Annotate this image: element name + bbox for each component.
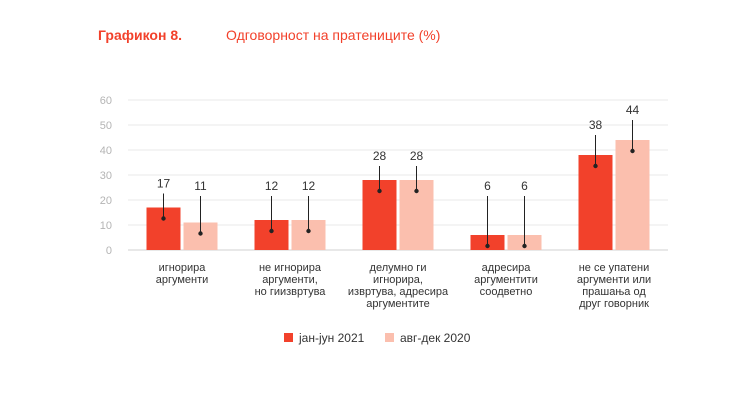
legend-label: јан-јун 2021 <box>298 331 365 345</box>
category-label-line: игнорира, <box>373 274 423 286</box>
data-label: 38 <box>589 118 603 132</box>
y-tick-label: 40 <box>100 145 112 157</box>
category-label-line: делумно ги <box>370 262 427 274</box>
y-tick-label: 60 <box>100 95 112 107</box>
data-label: 12 <box>265 179 279 193</box>
data-label: 44 <box>626 103 640 117</box>
category-label: игнорира аргументи <box>156 262 209 286</box>
category-label: не се упатени аргументи или прашања од друг… <box>577 262 651 310</box>
data-label: 17 <box>157 177 171 191</box>
y-tick-label: 10 <box>100 220 112 232</box>
legend-swatch <box>385 333 394 342</box>
data-label: 6 <box>521 179 528 193</box>
data-label: 6 <box>484 179 491 193</box>
category-label-line: не игнорира <box>259 262 322 274</box>
chart-title: Одговорност на пратениците (%) <box>226 27 441 43</box>
category-label-line: друг говорник <box>579 298 649 310</box>
leader-dot <box>485 243 490 249</box>
category-label-line: извртува, адресира <box>348 286 449 298</box>
y-tick-label: 50 <box>100 120 112 132</box>
bars <box>146 140 650 250</box>
leader-dot <box>414 188 419 194</box>
category-label-line: адресира <box>482 262 532 274</box>
leader-dot <box>630 148 635 154</box>
bar <box>615 140 650 250</box>
data-label: 11 <box>194 179 207 193</box>
category-label-line: не се упатени <box>579 262 650 274</box>
category-label: не игнорира аргументи, но гиизвртува <box>255 262 327 298</box>
category-label-line: игнорира <box>159 262 207 274</box>
leader-dot <box>269 228 274 234</box>
leader-dot <box>522 243 527 249</box>
leader-dot <box>593 163 598 169</box>
category-label-line: аргументити <box>474 274 538 286</box>
data-labels: 17 11 12 12 28 28 6 6 38 44 <box>157 103 640 249</box>
leader-dot <box>161 216 166 221</box>
legend: јан-јун 2021 авг-дек 2020 <box>284 331 471 345</box>
category-label-line: аргументи <box>156 274 209 286</box>
leader-dot <box>306 228 311 234</box>
bar <box>578 155 613 250</box>
category-label-line: аргументите <box>366 298 430 310</box>
y-tick-label: 20 <box>100 195 112 207</box>
y-tick-label: 30 <box>100 170 112 182</box>
category-label-line: прашања од <box>582 286 646 298</box>
category-label-line: соодветно <box>480 286 533 298</box>
category-label-line: аргументи, <box>262 274 318 286</box>
leader-dot <box>377 188 382 194</box>
grid-lines <box>128 99 668 251</box>
data-label: 12 <box>302 179 316 193</box>
data-label: 28 <box>373 149 387 163</box>
category-label: делумно ги игнорира, извртува, адресира арг… <box>348 262 449 310</box>
category-labels: игнорира аргументи не игнорира аргументи, но… <box>156 262 651 310</box>
y-tick-label: 0 <box>106 245 112 257</box>
category-label: адресира аргументити соодветно <box>474 262 538 298</box>
y-axis-ticks: 0 10 20 30 40 50 60 <box>100 95 112 257</box>
category-label-line: но гиизвртува <box>255 286 327 298</box>
figure-number: Графикон 8. <box>98 27 182 43</box>
data-label: 28 <box>410 149 424 163</box>
legend-swatch <box>284 333 293 342</box>
chart-header: Графикон 8. Одговорност на пратениците (%… <box>98 27 440 43</box>
category-label-line: аргументи или <box>577 274 651 286</box>
legend-label: авг-дек 2020 <box>400 331 471 345</box>
leader-dot <box>198 231 203 236</box>
